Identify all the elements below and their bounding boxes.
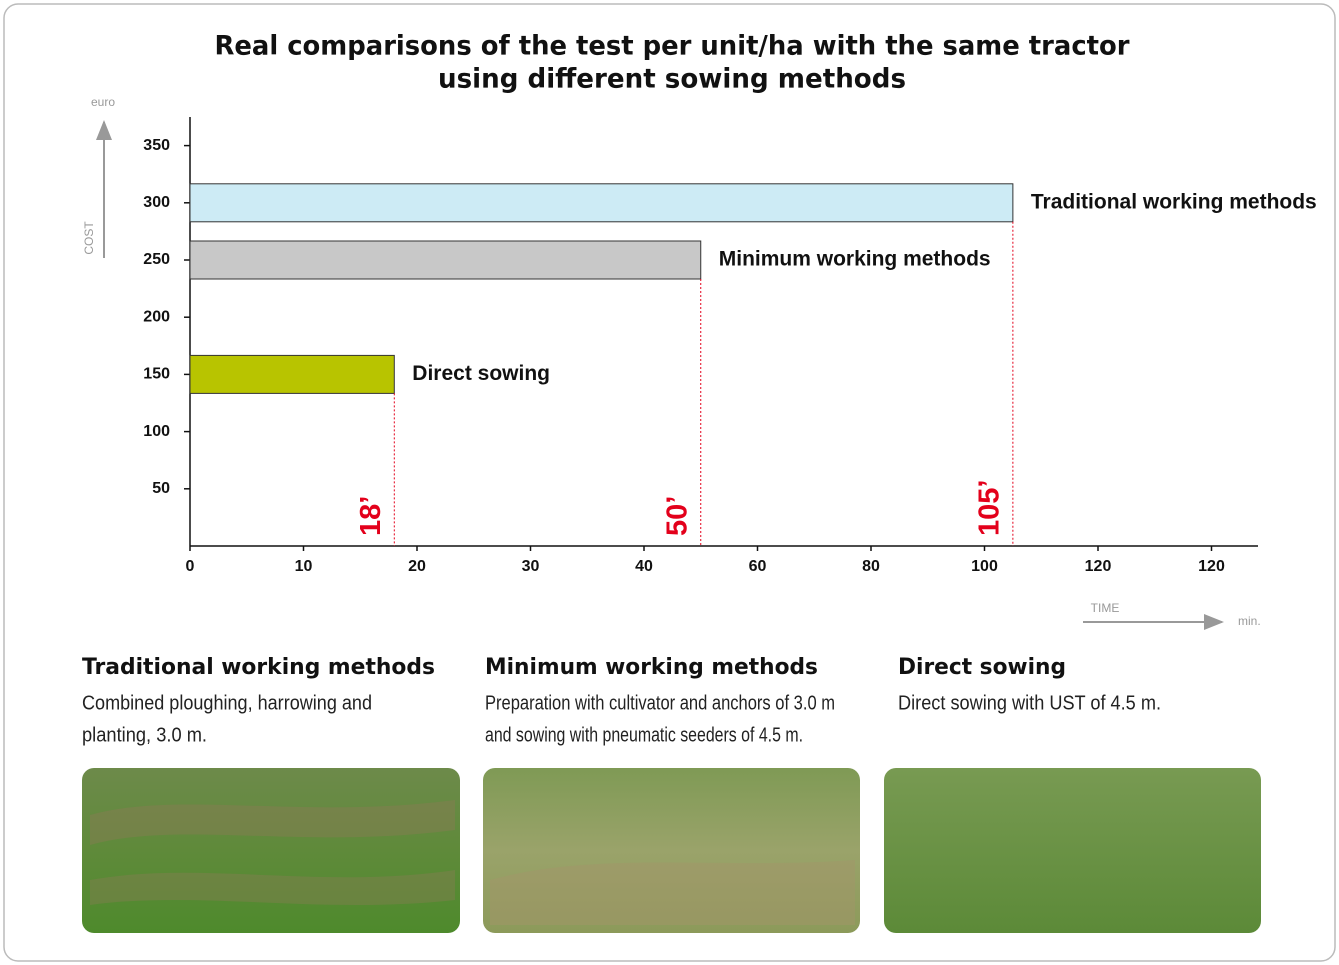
photo <box>483 768 860 933</box>
chart-title: Real comparisons of the test per unit/ha… <box>215 31 1131 62</box>
y-tick-label: 150 <box>143 366 170 383</box>
photo <box>82 768 460 933</box>
panel-title: Traditional working methods <box>82 655 435 680</box>
value-label: 50’ <box>661 496 693 536</box>
x-tick-label: 30 <box>522 558 540 575</box>
series-label: Traditional working methods <box>1031 190 1317 213</box>
x-tick-label: 20 <box>408 558 426 575</box>
panel-text: Combined ploughing, harrowing and <box>82 692 372 714</box>
value-label: 18’ <box>355 496 387 536</box>
x-tick-label: 120 <box>1085 558 1112 575</box>
panel-text: Preparation with cultivator and anchors … <box>485 692 835 714</box>
bar <box>189 354 395 394</box>
x-tick-label: 0 <box>186 558 195 575</box>
y-tick-label: 250 <box>143 251 170 268</box>
x-tick-label: 120 <box>1198 558 1225 575</box>
y-tick-label: 200 <box>143 308 170 325</box>
photo <box>884 768 1261 933</box>
y-tick-label: 100 <box>143 423 170 440</box>
x-tick-label: 60 <box>749 558 767 575</box>
x-tick-label: 40 <box>635 558 653 575</box>
panel-title: Minimum working methods <box>485 655 818 680</box>
y-label: COST <box>82 221 96 255</box>
x-tick-label: 10 <box>295 558 313 575</box>
frame <box>3 3 1336 962</box>
value-label: 105’ <box>974 480 1006 536</box>
y-unit: euro <box>91 95 115 109</box>
x-unit: min. <box>1238 614 1261 628</box>
y-tick-label: 300 <box>143 194 170 211</box>
y-tick-label: 350 <box>143 137 170 154</box>
panel-text: planting, 3.0 m. <box>82 724 207 746</box>
x-label: TIME <box>1091 601 1120 615</box>
bar <box>189 240 702 280</box>
panel-text: and sowing with pneumatic seeders of 4.5… <box>485 724 803 746</box>
x-tick-label: 80 <box>862 558 880 575</box>
bar <box>189 183 1014 223</box>
series-label: Minimum working methods <box>719 248 991 271</box>
x-tick-label: 100 <box>971 558 998 575</box>
series-label: Direct sowing <box>412 362 550 385</box>
y-tick-label: 50 <box>152 480 170 497</box>
panel-title: Direct sowing <box>898 655 1066 680</box>
chart-title: using different sowing methods <box>438 64 906 95</box>
panel-text: Direct sowing with UST of 4.5 m. <box>898 692 1161 714</box>
